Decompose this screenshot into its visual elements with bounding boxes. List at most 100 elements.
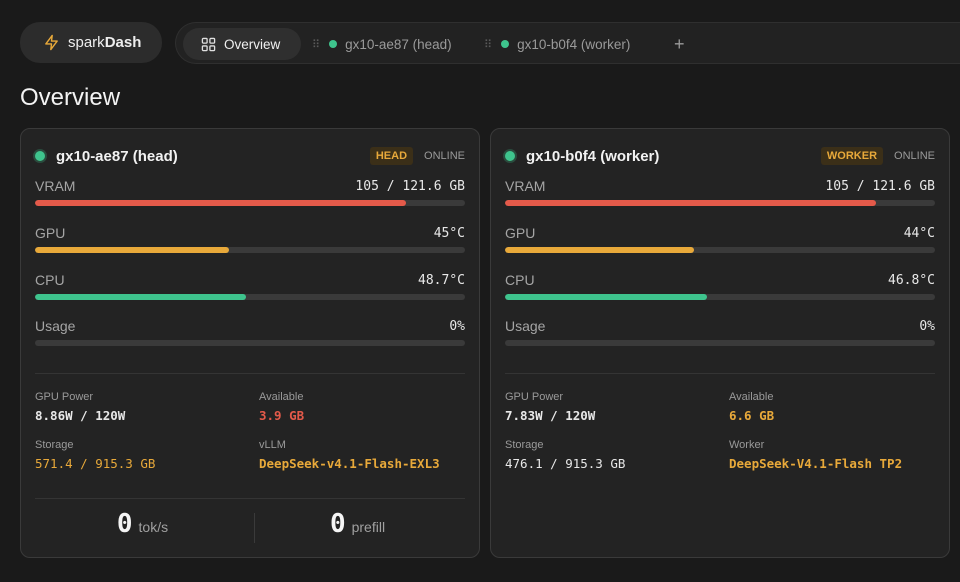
stat-value: 476.1 / 915.3 GB <box>505 456 626 471</box>
divider <box>35 498 465 499</box>
progress-track <box>35 247 465 253</box>
add-tab-button[interactable]: + <box>674 33 685 54</box>
progress-track <box>505 200 935 206</box>
metric-cpu: CPU 46.8°C <box>505 272 935 302</box>
metric-gpu: GPU 44°C <box>505 225 935 255</box>
metric-vram: VRAM 105 / 121.6 GB <box>35 178 465 208</box>
divider <box>254 513 255 543</box>
progress-fill <box>35 294 246 300</box>
progress-fill <box>505 200 877 206</box>
progress-fill <box>505 294 708 300</box>
metric-cpu: CPU 48.7°C <box>35 272 465 302</box>
brand-name: sparkDash <box>68 34 142 51</box>
prefill-value: 0 <box>329 509 346 539</box>
metric-label: Usage <box>505 318 546 334</box>
progress-fill <box>505 247 695 253</box>
divider <box>505 373 935 374</box>
status-dot <box>505 151 515 161</box>
progress-track <box>35 294 465 300</box>
metric-usage: Usage 0% <box>35 318 465 348</box>
tokens-per-second: 0 tok/s <box>35 509 250 544</box>
stat-storage: Storage 571.4 / 915.3 GB <box>35 439 235 471</box>
drag-handle-icon[interactable]: ⠿ <box>484 38 492 51</box>
tab-overview[interactable]: Overview <box>183 28 301 60</box>
progress-track <box>505 247 935 253</box>
stat-label: Available <box>259 391 304 403</box>
stat-value: DeepSeek-V4.1-Flash TP2 <box>729 456 903 471</box>
node-card-head: gx10-ae87 (head) HEAD ONLINE VRAM 105 / … <box>20 128 480 558</box>
metric-value: 48.7°C <box>418 273 465 288</box>
stat-value: 8.86W / 120W <box>35 408 126 423</box>
metric-label: CPU <box>505 272 535 288</box>
tab-label: gx10-ae87 (head) <box>345 36 452 52</box>
progress-fill <box>35 247 229 253</box>
prefill-unit: prefill <box>351 519 386 535</box>
stat-available: Available 3.9 GB <box>259 391 459 423</box>
tokens-unit: tok/s <box>138 519 169 535</box>
tab-label: Overview <box>224 36 281 52</box>
tab-bar: Overview ⠿ gx10-ae87 (head) ⠿ gx10-b0f4 … <box>175 22 960 64</box>
stat-label: Storage <box>35 439 74 451</box>
progress-track <box>35 340 465 346</box>
metric-value: 44°C <box>903 226 935 241</box>
prefill-rate: 0 prefill <box>250 509 465 544</box>
tokens-value: 0 <box>116 509 133 539</box>
status-dot <box>501 40 510 48</box>
metric-label: VRAM <box>505 178 546 194</box>
stat-worker-model: Worker DeepSeek-V4.1-Flash TP2 <box>729 439 929 471</box>
metric-gpu: GPU 45°C <box>35 225 465 255</box>
stat-value: 571.4 / 915.3 GB <box>35 456 156 471</box>
metric-label: VRAM <box>35 178 76 194</box>
throughput-footer: 0 tok/s 0 prefill <box>35 509 465 544</box>
divider <box>35 373 465 374</box>
progress-fill <box>35 200 407 206</box>
stat-value: 3.9 GB <box>259 408 305 423</box>
role-badge: WORKER <box>820 147 884 165</box>
status-label: ONLINE <box>424 150 465 162</box>
tab-node-head[interactable]: ⠿ gx10-ae87 (head) <box>312 28 452 60</box>
metric-value: 105 / 121.6 GB <box>355 179 465 194</box>
stat-vllm: vLLM DeepSeek-v4.1-Flash-EXL3 <box>259 439 459 471</box>
status-dot <box>35 151 45 161</box>
metric-label: Usage <box>35 318 76 334</box>
stat-label: Worker <box>729 439 765 451</box>
stat-value: DeepSeek-v4.1-Flash-EXL3 <box>259 456 440 471</box>
stat-available: Available 6.6 GB <box>729 391 929 423</box>
node-name: gx10-ae87 (head) <box>56 147 178 165</box>
metric-vram: VRAM 105 / 121.6 GB <box>505 178 935 208</box>
metric-label: GPU <box>505 225 536 241</box>
stat-label: GPU Power <box>505 391 564 403</box>
stat-gpu-power: GPU Power 7.83W / 120W <box>505 391 705 423</box>
top-bar: sparkDash Overview ⠿ gx10-ae87 (head) ⠿ … <box>20 22 960 64</box>
stat-value: 7.83W / 120W <box>505 408 596 423</box>
metric-label: CPU <box>35 272 65 288</box>
lightning-icon <box>45 34 58 51</box>
role-badge: HEAD <box>369 147 414 165</box>
stat-label: Available <box>729 391 774 403</box>
metric-value: 46.8°C <box>888 273 935 288</box>
tab-label: gx10-b0f4 (worker) <box>517 36 631 52</box>
brand-logo[interactable]: sparkDash <box>20 22 162 63</box>
metric-value: 45°C <box>433 226 465 241</box>
tab-node-worker[interactable]: ⠿ gx10-b0f4 (worker) <box>484 28 630 60</box>
stat-label: vLLM <box>259 439 286 451</box>
status-label: ONLINE <box>894 150 935 162</box>
progress-track <box>505 294 935 300</box>
stat-storage: Storage 476.1 / 915.3 GB <box>505 439 705 471</box>
metric-value: 105 / 121.6 GB <box>825 179 935 194</box>
metric-usage: Usage 0% <box>505 318 935 348</box>
stat-gpu-power: GPU Power 8.86W / 120W <box>35 391 235 423</box>
grid-icon <box>201 37 216 51</box>
stat-label: Storage <box>505 439 544 451</box>
node-name: gx10-b0f4 (worker) <box>526 147 660 165</box>
progress-track <box>35 200 465 206</box>
stat-value: 6.6 GB <box>729 408 775 423</box>
drag-handle-icon[interactable]: ⠿ <box>312 38 320 51</box>
metric-value: 0% <box>449 319 465 334</box>
status-dot <box>329 40 338 48</box>
stat-label: GPU Power <box>35 391 94 403</box>
metric-label: GPU <box>35 225 66 241</box>
page-title: Overview <box>20 84 121 111</box>
metric-value: 0% <box>919 319 935 334</box>
node-card-worker: gx10-b0f4 (worker) WORKER ONLINE VRAM 10… <box>490 128 950 558</box>
